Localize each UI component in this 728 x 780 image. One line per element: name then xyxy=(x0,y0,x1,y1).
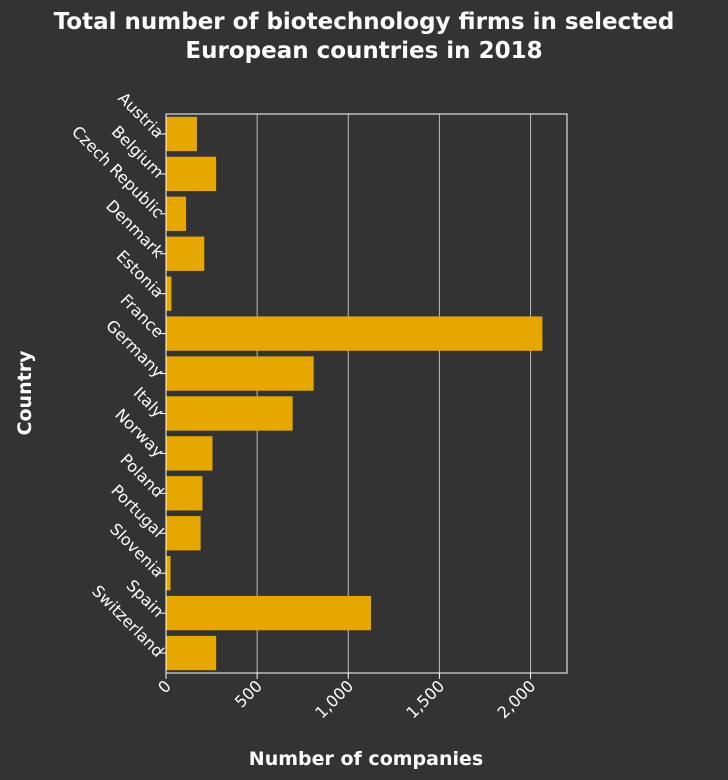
bar xyxy=(166,436,213,471)
bar xyxy=(166,196,187,231)
bar xyxy=(166,516,201,551)
x-tick-label: 1,000 xyxy=(311,676,357,722)
grid-lines xyxy=(256,114,532,673)
chart-title-line-2: European countries in 2018 xyxy=(185,38,542,64)
bar xyxy=(166,276,172,311)
x-tick-label: 2,000 xyxy=(494,676,540,722)
x-tick-label: 1,500 xyxy=(402,676,448,722)
bars xyxy=(166,116,543,671)
bar xyxy=(166,635,217,671)
bar xyxy=(166,595,372,631)
bar xyxy=(166,236,205,271)
x-tick-label: 0 xyxy=(154,676,175,697)
chart-title-line-1: Total number of biotechnology firms in s… xyxy=(54,9,675,35)
bar xyxy=(166,116,197,152)
bar xyxy=(166,156,217,192)
bar xyxy=(166,316,543,351)
bar xyxy=(166,356,314,391)
bar xyxy=(166,396,293,431)
x-tick-label: 500 xyxy=(231,676,266,711)
bar xyxy=(166,556,171,591)
y-axis-title: Country xyxy=(14,350,36,436)
x-axis: 0 500 1,000 1,500 2,000 xyxy=(154,673,539,722)
x-axis-title: Number of companies xyxy=(249,748,483,770)
bar xyxy=(166,476,203,511)
plot-area-frame xyxy=(165,113,568,674)
